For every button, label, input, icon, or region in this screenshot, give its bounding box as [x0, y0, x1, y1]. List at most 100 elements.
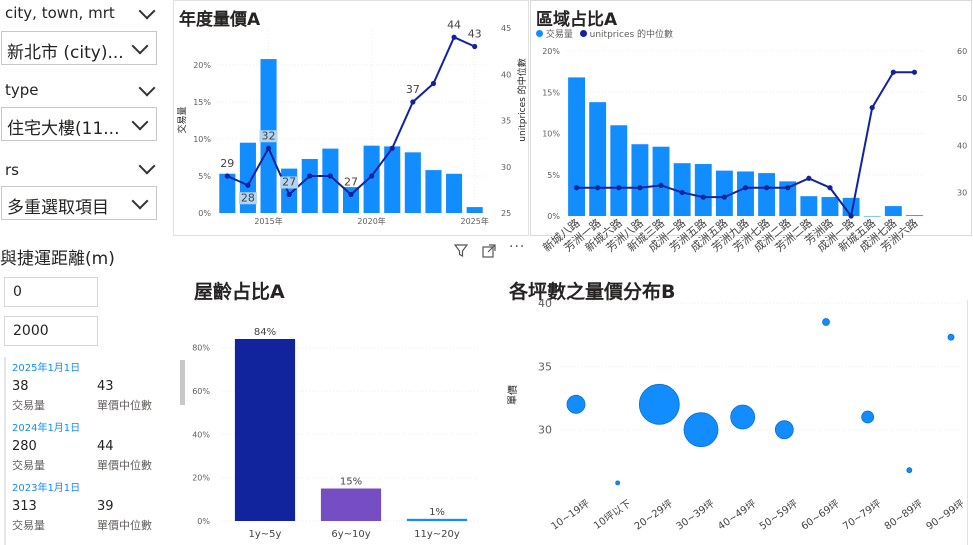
line-point: [785, 185, 791, 191]
bar: [320, 488, 382, 521]
line-point: [286, 191, 292, 198]
y2-tick-label: 40: [501, 70, 511, 79]
rs-dropdown[interactable]: 多重選取項目: [1, 186, 157, 220]
y-tick-label: 20%: [542, 47, 560, 56]
line-point: [869, 104, 875, 111]
line-point: [700, 194, 706, 200]
distance-min-input[interactable]: 0: [4, 277, 98, 307]
data-label: 15%: [340, 477, 362, 488]
x-tick-label: 6y~10y: [331, 529, 370, 540]
scatter-point: [615, 480, 621, 486]
y2-tick-label: 50: [957, 94, 967, 103]
bar: [406, 518, 468, 521]
scatter-point: [822, 318, 830, 326]
type-dropdown-value: 住宅大樓(11...: [7, 119, 120, 139]
region-chart-title: 區域占比A: [536, 10, 618, 30]
y2-axis-title: unitprices 的中位數: [516, 58, 527, 141]
x-tick-label: 2025年: [461, 216, 489, 226]
chevron-down-icon[interactable]: [138, 2, 156, 20]
data-label-bg: [259, 130, 278, 143]
line-point: [616, 185, 622, 191]
city-dropdown[interactable]: 新北市 (city)...: [1, 31, 157, 65]
distance-slicer-title: 與捷運距離(m): [0, 249, 115, 269]
line-point: [348, 191, 354, 198]
x-tick-label: 2020年: [357, 216, 385, 226]
data-label: 1%: [429, 507, 445, 518]
city-dropdown-value: 新北市 (city)...: [7, 43, 124, 63]
y-axis-title: 交易量: [176, 106, 188, 133]
type-dropdown[interactable]: 住宅大樓(11...: [1, 107, 157, 141]
line-point: [658, 182, 664, 188]
data-label: 37: [406, 83, 420, 96]
bar: [568, 77, 586, 217]
bar: [322, 148, 339, 213]
x-tick-label: 30~39坪: [673, 497, 716, 533]
scatter-point: [638, 383, 680, 425]
card-count: 280: [12, 439, 37, 454]
annual-visual-frame[interactable]: [173, 0, 529, 236]
region-visual-frame[interactable]: [530, 0, 972, 236]
data-label: 44: [447, 18, 461, 31]
bar: [234, 339, 296, 521]
scatter-point: [861, 410, 875, 424]
scatter-point: [906, 467, 913, 474]
chevron-down-icon[interactable]: [138, 157, 156, 175]
type-slicer-title: type: [5, 81, 39, 99]
y-tick-label: 80%: [192, 344, 210, 353]
rs-dropdown-value: 多重選取項目: [7, 198, 109, 218]
y-tick-label: 0%: [547, 212, 560, 221]
y-tick-label: 40: [538, 297, 552, 310]
y-tick-label: 15%: [193, 98, 211, 107]
bar: [884, 206, 902, 216]
y-tick-label: 5%: [198, 172, 211, 181]
card-date: 2023年1月1日: [12, 483, 81, 494]
legend-dot-icon: [536, 30, 543, 37]
x-tick-label: 10~19坪: [548, 497, 591, 533]
card-count-label: 交易量: [12, 459, 45, 472]
annual-chart-title: 年度量價A: [179, 10, 261, 30]
data-label: 32: [262, 129, 276, 142]
line-point: [764, 185, 770, 191]
more-options-icon[interactable]: ···: [509, 239, 526, 255]
page-border: [967, 300, 968, 545]
data-label-bg: [238, 192, 257, 205]
bar: [342, 187, 360, 213]
x-tick-label: 2015年: [254, 216, 282, 226]
focus-mode-icon[interactable]: [482, 243, 496, 262]
chevron-down-icon: [131, 192, 149, 210]
annual-chart: 0% 5% 10% 15% 20% 25 30 35 40 45 2015年 2020年 2025年 交易…: [176, 18, 527, 226]
y-tick-label: 10%: [542, 130, 560, 139]
legend-dot-icon: [579, 30, 587, 37]
x-tick-label: 50~59坪: [757, 497, 800, 533]
line-point: [245, 182, 251, 188]
legend-item-volume: 交易量: [545, 30, 573, 40]
line-point: [721, 194, 727, 200]
scatter-point: [683, 412, 719, 448]
bar: [466, 207, 483, 213]
card-price: 39: [97, 499, 114, 514]
filter-icon[interactable]: [453, 243, 469, 262]
bar: [384, 146, 401, 213]
y2-tick-label: 40: [957, 141, 967, 150]
line-point: [806, 175, 812, 181]
region-chart: 0%5%10%15%20%30405060新城八路芳洲一路新城六路芳洲八路新城三…: [540, 47, 967, 255]
cards-panel: [4, 357, 174, 545]
line-point: [573, 185, 580, 191]
y-tick-label: 10%: [193, 135, 211, 144]
line-point: [369, 173, 375, 179]
data-label: 28: [241, 191, 255, 204]
y-tick-label: 5%: [547, 171, 560, 180]
y2-tick-label: 45: [501, 24, 511, 33]
chevron-down-icon: [131, 37, 149, 55]
data-label: 43: [468, 28, 482, 41]
scrollbar-thumb[interactable]: [180, 360, 185, 405]
distance-max-input[interactable]: 2000: [4, 316, 98, 346]
x-tick-label: 20~29坪: [632, 497, 675, 533]
chevron-down-icon[interactable]: [138, 79, 156, 97]
line-point: [389, 145, 395, 151]
y2-tick-label: 25: [501, 209, 511, 218]
y-tick-label: 35: [538, 360, 552, 373]
card-count-label: 交易量: [12, 519, 45, 532]
bar: [694, 164, 712, 216]
y-tick-label: 15%: [542, 88, 560, 97]
